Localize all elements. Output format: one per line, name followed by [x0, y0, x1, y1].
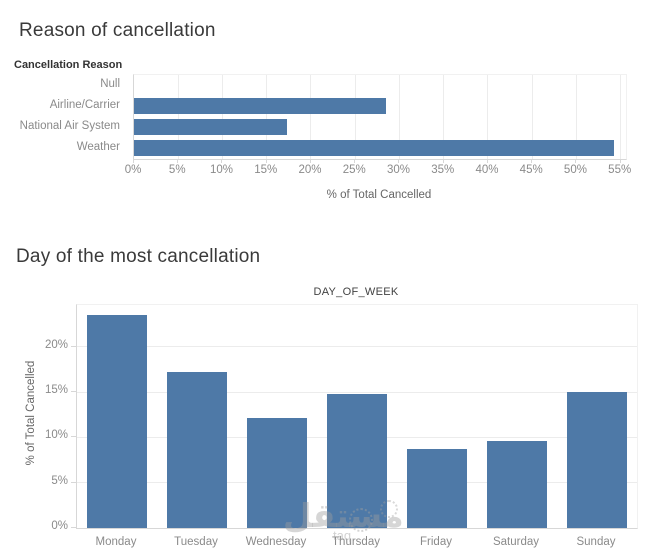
bar-thursday[interactable] [327, 393, 387, 528]
x-tick-mark [575, 159, 577, 163]
x-tick-mark [398, 159, 400, 163]
day-label-tuesday: Tuesday [174, 536, 218, 548]
x-tick-label: 20% [298, 164, 322, 176]
x-tick-label: 50% [563, 164, 587, 176]
category-label-null: Null [100, 78, 120, 90]
gridline-y-20pct [77, 346, 637, 348]
x-tick-label: 55% [608, 164, 632, 176]
reason-chart-title: Reason of cancellation [19, 20, 216, 41]
y-tick-mark [71, 527, 76, 528]
gridline-y-15pct [77, 391, 637, 393]
bar-wednesday[interactable] [247, 418, 307, 528]
x-tick-mark [531, 159, 533, 163]
x-tick-label: 40% [475, 164, 499, 176]
day-label-wednesday: Wednesday [245, 536, 307, 548]
y-tick-label: 5% [51, 474, 68, 487]
x-tick-label: 15% [254, 164, 278, 176]
bar-airline-carrier[interactable] [134, 98, 387, 114]
category-label-national-air-system: National Air System [19, 120, 120, 132]
gridline-x-45pct [531, 75, 533, 159]
x-tick-mark [133, 159, 134, 163]
x-tick-label: 10% [209, 164, 233, 176]
y-tick-mark [71, 481, 76, 483]
day-chart-title: Day of the most cancellation [16, 246, 261, 267]
x-tick-mark [177, 159, 179, 163]
day-plot-area [76, 304, 638, 529]
y-tick-mark [71, 345, 76, 347]
reason-plot-area [133, 74, 627, 160]
gridline-x-20pct [310, 75, 312, 159]
day-y-axis-title: % of Total Cancelled [25, 360, 37, 466]
bar-sunday[interactable] [567, 392, 627, 528]
bar-monday[interactable] [87, 314, 147, 528]
x-tick-mark [442, 159, 444, 163]
x-tick-mark [221, 159, 223, 163]
bar-weather[interactable] [134, 140, 614, 156]
day-label-friday: Friday [420, 536, 452, 548]
y-tick-mark [71, 391, 76, 393]
x-tick-label: 30% [386, 164, 410, 176]
day-label-monday: Monday [95, 536, 137, 548]
x-tick-mark [619, 159, 621, 163]
cancellation-reason-field-label: Cancellation Reason [14, 59, 123, 71]
y-tick-label: 15% [44, 384, 68, 397]
y-tick-label: 0% [51, 520, 68, 532]
x-tick-mark [309, 159, 311, 163]
bar-national-air-system[interactable] [134, 119, 288, 135]
y-tick-label: 20% [44, 338, 68, 351]
bar-friday[interactable] [407, 449, 467, 528]
gridline-x-40pct [487, 75, 489, 159]
category-label-weather: Weather [76, 141, 120, 153]
x-tick-label: 0% [124, 164, 142, 176]
gridline-x-55pct [620, 75, 622, 159]
x-tick-label: 35% [431, 164, 455, 176]
gridline-x-30pct [398, 75, 400, 159]
bar-tuesday[interactable] [167, 372, 227, 528]
gridline-x-50pct [575, 75, 577, 159]
gridline-x-5pct [177, 75, 179, 159]
y-tick-mark [71, 436, 76, 438]
day-label-saturday: Saturday [492, 536, 540, 548]
day-of-week-field-label: DAY_OF_WEEK [313, 286, 399, 298]
bar-saturday[interactable] [487, 440, 547, 528]
reason-category-labels: Null Airline/Carrier National Air System We… [0, 74, 127, 158]
reason-x-axis-title: % of Total Cancelled [326, 189, 432, 201]
gridline-x-35pct [443, 75, 445, 159]
y-tick-label: 10% [44, 429, 68, 442]
gridline-x-25pct [354, 75, 356, 159]
day-label-sunday: Sunday [576, 536, 616, 548]
x-tick-label: 25% [342, 164, 366, 176]
gridline-x-10pct [221, 75, 223, 159]
x-tick-mark [354, 159, 356, 163]
gridline-x-15pct [266, 75, 268, 159]
category-label-airline-carrier: Airline/Carrier [49, 99, 120, 111]
x-tick-mark [265, 159, 267, 163]
x-tick-label: 5% [168, 164, 186, 176]
day-label-thursday: Thursday [332, 536, 380, 548]
x-tick-mark [486, 159, 488, 163]
x-tick-label: 45% [519, 164, 543, 176]
